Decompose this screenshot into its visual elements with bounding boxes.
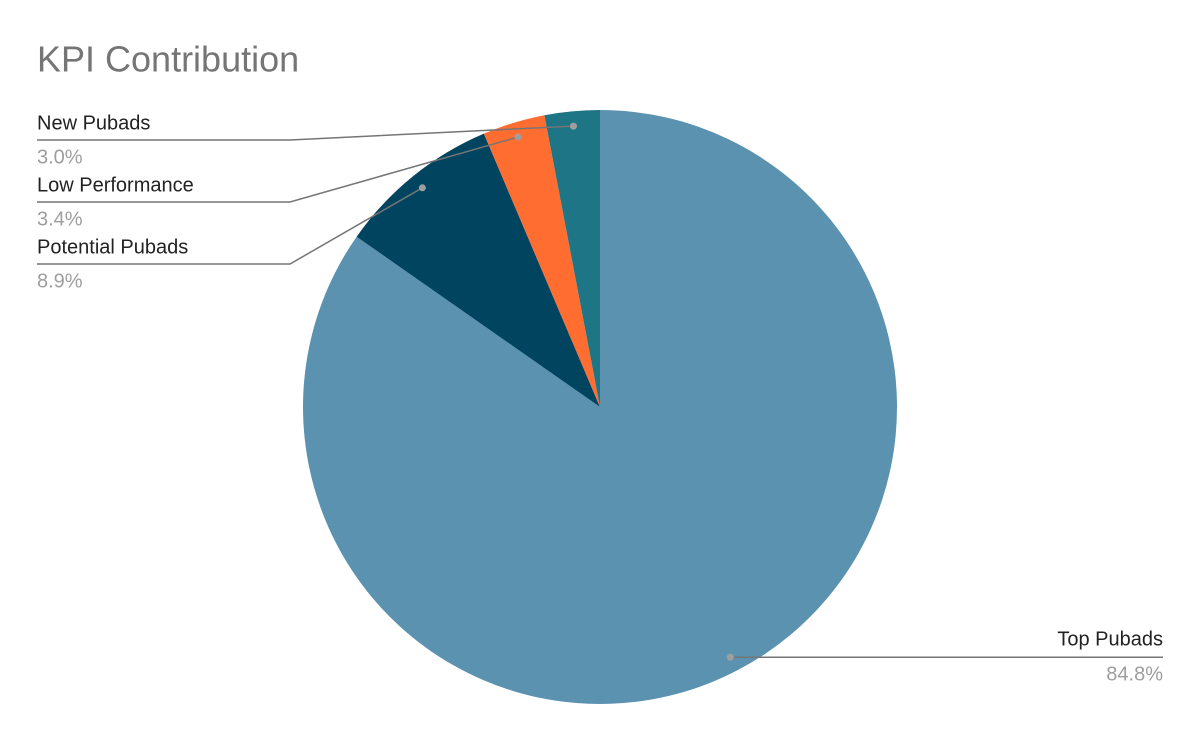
- leader-line: [37, 125, 574, 141]
- slice-value-label: 84.8%: [1106, 664, 1163, 686]
- leader-line: [37, 136, 519, 203]
- leader-dot: [726, 653, 734, 661]
- slice-value-label: 3.4%: [37, 208, 83, 230]
- leader-line: [37, 187, 423, 265]
- slice-value-label: 3.0%: [37, 146, 83, 168]
- pie-slice: [483, 115, 600, 407]
- slice-label: Low Performance: [37, 174, 194, 196]
- slice-label: Potential Pubads: [37, 236, 188, 258]
- pie-slice: [356, 133, 600, 407]
- chart-title: KPI Contribution: [37, 39, 299, 80]
- pie-slice: [302, 110, 897, 705]
- pie-slice: [544, 110, 600, 407]
- slice-label: New Pubads: [37, 112, 150, 134]
- leader-dot: [418, 184, 426, 192]
- leader-dot: [569, 122, 577, 130]
- slice-label: Top Pubads: [1057, 629, 1163, 651]
- leader-dot: [514, 133, 522, 141]
- slice-value-label: 8.9%: [37, 270, 83, 292]
